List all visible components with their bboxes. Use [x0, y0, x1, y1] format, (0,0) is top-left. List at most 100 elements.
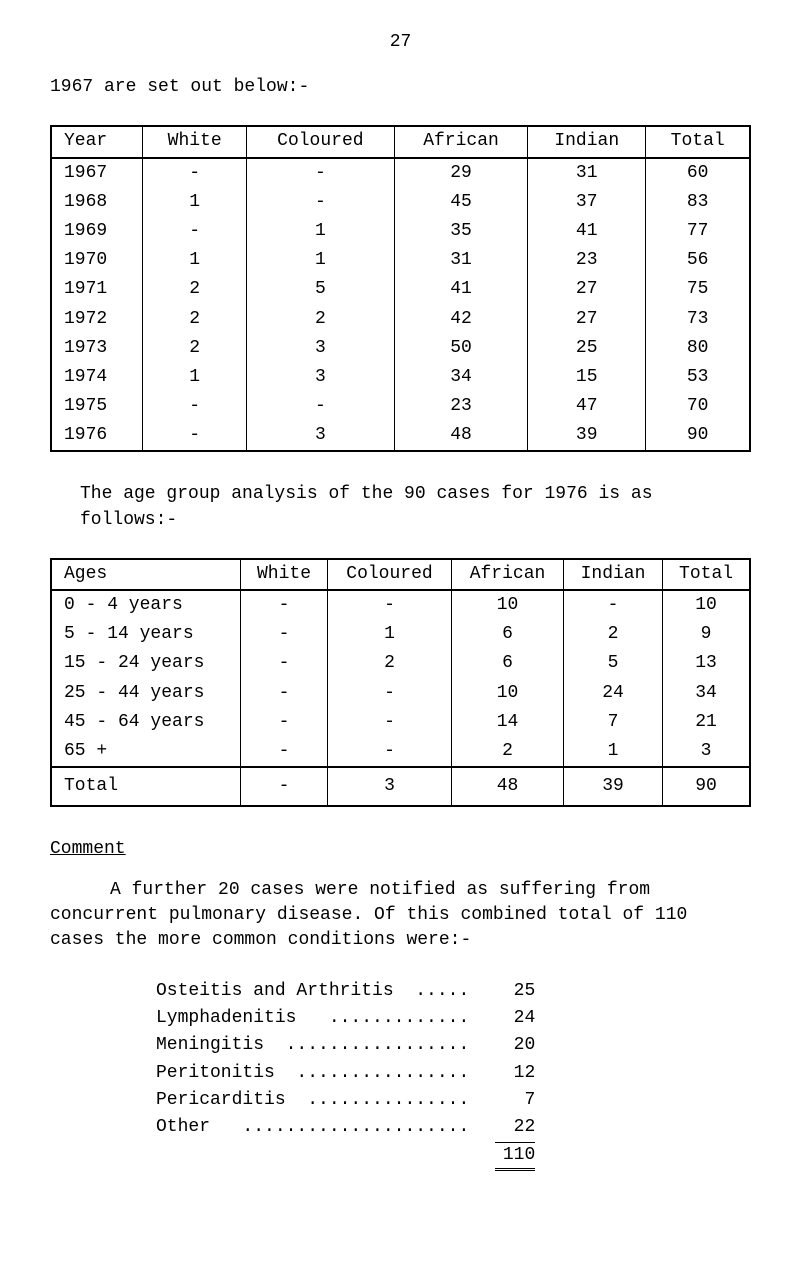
table-row: 197011312356 [51, 246, 750, 275]
condition-row: Peritonitis ................12 [150, 1060, 541, 1087]
th-total: Total [646, 126, 750, 157]
table-cell: 10 [452, 590, 564, 620]
condition-value: 22 [475, 1114, 541, 1141]
table-row: 19681-453783 [51, 188, 750, 217]
table-cell: - [327, 708, 451, 737]
th-total-2: Total [663, 559, 750, 590]
table-cell: - [327, 737, 451, 767]
th-coloured: Coloured [246, 126, 394, 157]
table-cell: 0 - 4 years [51, 590, 241, 620]
table-row: 1967--293160 [51, 158, 750, 188]
table-cell: 21 [663, 708, 750, 737]
table-cell: 2 [143, 275, 246, 304]
table-cell: - [246, 188, 394, 217]
table-row: 5 - 14 years-1629 [51, 620, 750, 649]
table-cell: - [563, 590, 662, 620]
table-cell: 37 [528, 188, 646, 217]
table-cell: 1969 [51, 217, 143, 246]
th-indian-2: Indian [563, 559, 662, 590]
table-cell: 13 [663, 649, 750, 678]
condition-label: Peritonitis ................ [150, 1060, 475, 1087]
table-cell: - [241, 590, 328, 620]
table-cell: 9 [663, 620, 750, 649]
table-cell: - [143, 217, 246, 246]
table-cell: 1 [143, 188, 246, 217]
caption-age-group: The age group analysis of the 90 cases f… [80, 482, 751, 532]
condition-value: 20 [475, 1032, 541, 1059]
table-cell: Total [51, 767, 241, 806]
table-cell: 39 [528, 421, 646, 451]
table-cell: 65 + [51, 737, 241, 767]
table-cell: 80 [646, 334, 750, 363]
table-cell: 1971 [51, 275, 143, 304]
intro-text: 1967 are set out below:- [50, 75, 751, 100]
table-cell: 90 [663, 767, 750, 806]
table-cell: - [327, 590, 451, 620]
table-cell: 1974 [51, 363, 143, 392]
table-cell: - [241, 708, 328, 737]
table-cell: 2 [143, 305, 246, 334]
table-cell: 45 [394, 188, 527, 217]
table-cell: 25 [528, 334, 646, 363]
table-cell: 15 - 24 years [51, 649, 241, 678]
table-row: 25 - 44 years--102434 [51, 679, 750, 708]
table-cell: - [246, 158, 394, 188]
table-cell: 41 [394, 275, 527, 304]
table-cell: 48 [394, 421, 527, 451]
table-cell: - [143, 392, 246, 421]
table-cell: 25 - 44 years [51, 679, 241, 708]
table-cell: 1973 [51, 334, 143, 363]
table-cell: 60 [646, 158, 750, 188]
table-cell: 27 [528, 305, 646, 334]
table-cell: 2 [246, 305, 394, 334]
table-cell: - [241, 620, 328, 649]
table-cell: 31 [394, 246, 527, 275]
condition-label: Osteitis and Arthritis ..... [150, 978, 475, 1005]
table-cell: 1 [143, 363, 246, 392]
table-cell: - [143, 421, 246, 451]
table-cell: 1 [327, 620, 451, 649]
condition-total-value: 110 [475, 1141, 541, 1172]
table-cell: 1970 [51, 246, 143, 275]
table-cell: 47 [528, 392, 646, 421]
table-row: 197125412775 [51, 275, 750, 304]
table-row: 45 - 64 years--14721 [51, 708, 750, 737]
table-cell: - [327, 679, 451, 708]
table-cell: 31 [528, 158, 646, 188]
table-cell: 2 [452, 737, 564, 767]
table-cell: 1 [143, 246, 246, 275]
table-cell: 27 [528, 275, 646, 304]
th-ages: Ages [51, 559, 241, 590]
condition-row: Meningitis .................20 [150, 1032, 541, 1059]
table-cell: - [241, 767, 328, 806]
table-cell: 2 [143, 334, 246, 363]
condition-label: Lymphadenitis ............. [150, 1005, 475, 1032]
th-african: African [394, 126, 527, 157]
table-row: 197323502580 [51, 334, 750, 363]
table-cell: 24 [563, 679, 662, 708]
table1-header-row: Year White Coloured African Indian Total [51, 126, 750, 157]
table-cell: 10 [452, 679, 564, 708]
table-cell: 41 [528, 217, 646, 246]
table-cell: 1 [246, 217, 394, 246]
table-row: 65 +--213 [51, 737, 750, 767]
th-white-2: White [241, 559, 328, 590]
table-year-data: Year White Coloured African Indian Total… [50, 125, 751, 452]
table-cell: 70 [646, 392, 750, 421]
condition-label: Meningitis ................. [150, 1032, 475, 1059]
table-cell: 23 [394, 392, 527, 421]
table-cell: 39 [563, 767, 662, 806]
table-cell: 14 [452, 708, 564, 737]
table-cell: - [241, 737, 328, 767]
table-cell: 1976 [51, 421, 143, 451]
table-cell: 15 [528, 363, 646, 392]
table-cell: 3 [327, 767, 451, 806]
table-row: 1969-1354177 [51, 217, 750, 246]
table-cell: 34 [394, 363, 527, 392]
table-cell: 3 [663, 737, 750, 767]
table-cell: 48 [452, 767, 564, 806]
table-cell: 45 - 64 years [51, 708, 241, 737]
table2-header-row: Ages White Coloured African Indian Total [51, 559, 750, 590]
th-white: White [143, 126, 246, 157]
condition-row: Pericarditis ...............7 [150, 1087, 541, 1114]
